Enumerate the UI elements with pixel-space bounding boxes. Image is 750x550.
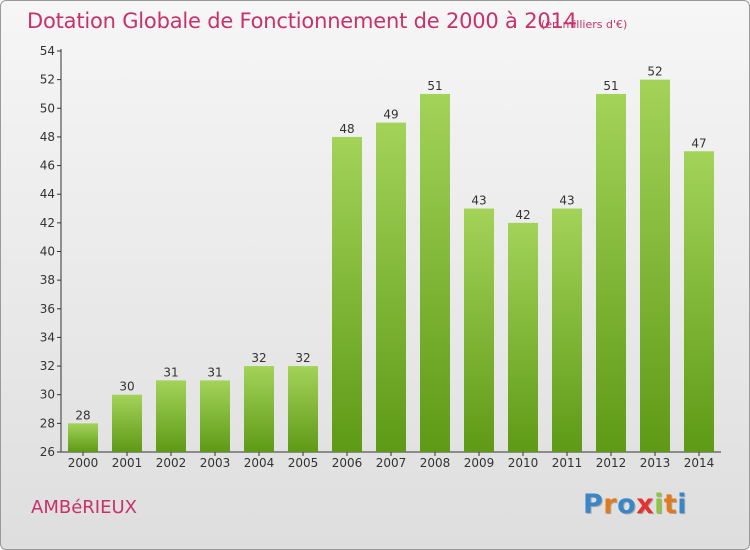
y-tick-label: 30 xyxy=(40,388,55,402)
bar-2010 xyxy=(508,222,538,452)
value-label-2007: 49 xyxy=(383,108,398,122)
value-label-2004: 32 xyxy=(251,351,266,365)
value-label-2013: 52 xyxy=(647,65,662,79)
x-tick-label-2009: 2009 xyxy=(464,456,495,470)
value-label-2000: 28 xyxy=(75,408,90,422)
y-tick-label: 52 xyxy=(40,73,55,87)
logo-letter: t xyxy=(663,489,678,520)
x-tick-label-2013: 2013 xyxy=(640,456,671,470)
y-tick-label: 32 xyxy=(40,359,55,373)
x-tick-label-2014: 2014 xyxy=(684,456,715,470)
y-tick-label: 26 xyxy=(40,445,55,459)
x-tick-label-2004: 2004 xyxy=(244,456,275,470)
x-tick-label-2012: 2012 xyxy=(596,456,627,470)
bar-2000 xyxy=(68,423,98,452)
bar-2013 xyxy=(640,79,670,453)
value-label-2003: 31 xyxy=(207,365,222,379)
value-label-2008: 51 xyxy=(427,79,442,93)
y-tick-label: 36 xyxy=(40,302,55,316)
bar-2008 xyxy=(420,93,450,452)
bar-2009 xyxy=(464,208,494,452)
bar-2006 xyxy=(332,136,362,452)
bar-2014 xyxy=(684,151,714,452)
value-label-2001: 30 xyxy=(119,380,134,394)
logo-letter: i xyxy=(677,489,688,520)
y-tick-label: 50 xyxy=(40,101,55,115)
x-tick-label-2008: 2008 xyxy=(420,456,451,470)
unit-note: (en milliers d'€) xyxy=(541,18,628,31)
y-tick-label: 40 xyxy=(40,245,55,259)
bar-2002 xyxy=(156,380,186,452)
bar-2005 xyxy=(288,366,318,452)
y-tick-label: 48 xyxy=(40,130,55,144)
value-label-2012: 51 xyxy=(603,79,618,93)
y-tick-label: 34 xyxy=(40,330,55,344)
x-tick-label-2003: 2003 xyxy=(200,456,231,470)
commune-name: AMBéRIEUX xyxy=(31,497,137,518)
value-label-2011: 43 xyxy=(559,194,574,208)
y-tick-label: 28 xyxy=(40,416,55,430)
x-tick-label-2001: 2001 xyxy=(112,456,143,470)
x-tick-label-2007: 2007 xyxy=(376,456,407,470)
bar-2003 xyxy=(200,380,230,452)
proxiti-logo: Proxiti xyxy=(583,489,687,520)
x-tick-label-2006: 2006 xyxy=(332,456,363,470)
bar-2001 xyxy=(112,394,142,452)
bar-2004 xyxy=(244,366,274,452)
value-label-2010: 42 xyxy=(515,208,530,222)
value-label-2005: 32 xyxy=(295,351,310,365)
logo-letter: P xyxy=(583,489,604,520)
logo-letter: r xyxy=(603,489,618,520)
x-tick-label-2010: 2010 xyxy=(508,456,539,470)
bar-2011 xyxy=(552,208,582,452)
x-tick-label-2005: 2005 xyxy=(288,456,319,470)
value-label-2014: 47 xyxy=(691,136,706,150)
bar-2007 xyxy=(376,122,406,452)
value-label-2002: 31 xyxy=(163,365,178,379)
x-tick-label-2011: 2011 xyxy=(552,456,583,470)
value-label-2006: 48 xyxy=(339,122,354,136)
y-tick-label: 54 xyxy=(40,44,55,58)
chart-title: Dotation Globale de Fonctionnement de 20… xyxy=(27,9,577,33)
logo-letter: x xyxy=(636,489,655,520)
x-tick-label-2000: 2000 xyxy=(68,456,99,470)
x-tick-label-2002: 2002 xyxy=(156,456,187,470)
y-tick-label: 38 xyxy=(40,273,55,287)
y-tick-label: 42 xyxy=(40,216,55,230)
value-label-2009: 43 xyxy=(471,194,486,208)
logo-letter: i xyxy=(654,489,664,520)
y-tick-label: 44 xyxy=(40,187,55,201)
bar-2012 xyxy=(596,93,626,452)
y-tick-label: 46 xyxy=(40,159,55,173)
logo-letter: o xyxy=(617,489,637,520)
